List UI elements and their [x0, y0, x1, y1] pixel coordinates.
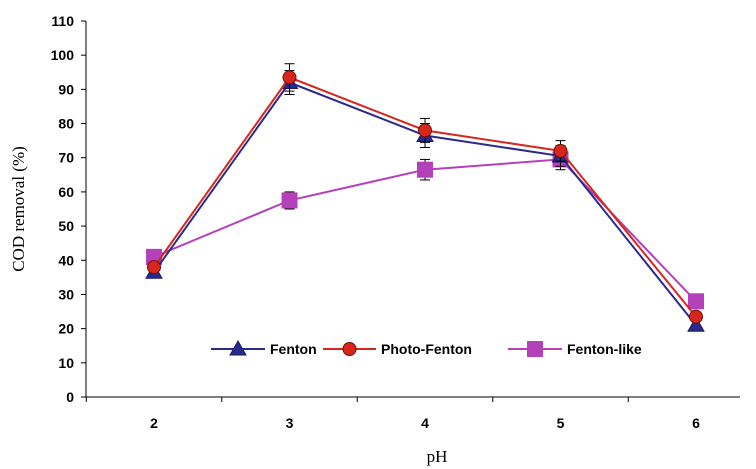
legend-entry-photo-fenton: Photo-Fenton [323, 341, 472, 357]
x-axis: 2 3 4 5 6 [85, 396, 740, 431]
data-point-circle [689, 309, 703, 324]
y-tick-label: 110 [51, 13, 74, 29]
y-tick-label: 100 [51, 47, 75, 63]
series-photo-fenton [147, 63, 703, 324]
series-layer [145, 63, 705, 332]
y-tick-label: 80 [58, 116, 74, 132]
legend-marker-circle [342, 342, 357, 356]
data-point-circle [147, 260, 161, 275]
y-tick-label: 20 [58, 321, 74, 337]
data-point-square [688, 293, 704, 310]
legend-entry-fenton: Fenton [211, 339, 317, 357]
y-axis-title: COD removal (%) [9, 146, 28, 272]
y-tick-label: 90 [58, 81, 74, 97]
legend: Fenton Photo-Fenton Fenton-like [211, 339, 642, 357]
legend-entry-fenton-like: Fenton-like [508, 341, 642, 357]
y-tick-label: 50 [58, 218, 74, 234]
legend-marker-square [527, 341, 543, 357]
data-point-circle [282, 70, 297, 85]
y-tick-label: 10 [58, 355, 74, 371]
data-point-circle [553, 143, 568, 158]
y-tick-label: 0 [66, 389, 74, 405]
x-tick-label: 2 [150, 415, 158, 431]
x-tick-label: 5 [557, 415, 565, 431]
y-tick-label: 40 [58, 252, 74, 268]
x-axis-title: pH [427, 447, 448, 466]
data-point-square [417, 161, 433, 178]
legend-label: Fenton [270, 341, 317, 357]
y-tick-label: 60 [58, 184, 74, 200]
data-point-circle [418, 123, 432, 138]
x-tick-label: 4 [421, 415, 429, 431]
y-tick-label: 30 [58, 286, 74, 302]
y-tick-label: 70 [58, 150, 74, 166]
legend-label: Photo-Fenton [381, 341, 472, 357]
legend-label: Fenton-like [567, 341, 642, 357]
y-axis: 0 10 20 30 40 50 60 70 80 90 100 110 [51, 13, 87, 405]
series-line [153, 76, 697, 318]
data-point-triangle [687, 316, 705, 332]
data-point-square [281, 192, 298, 209]
series-fenton [145, 70, 705, 332]
x-tick-label: 6 [692, 415, 700, 431]
x-tick-label: 3 [286, 415, 294, 431]
legend-marker-triangle [229, 339, 247, 356]
series-line [153, 158, 697, 302]
